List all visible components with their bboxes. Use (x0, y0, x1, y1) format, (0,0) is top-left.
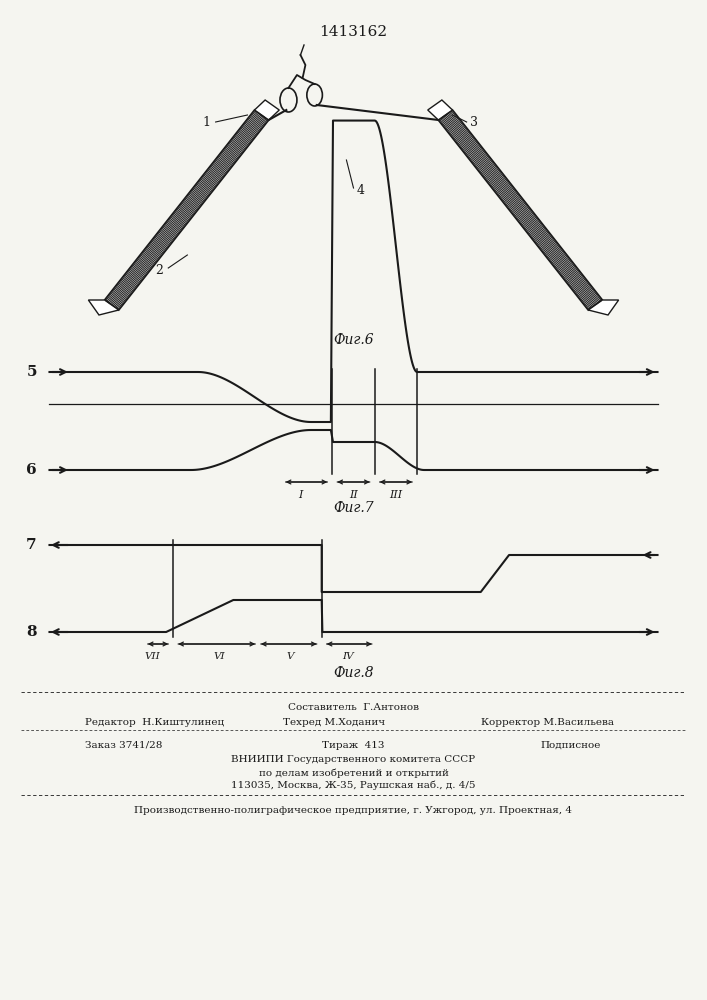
Polygon shape (438, 110, 602, 310)
Text: 7: 7 (26, 538, 37, 552)
Text: Фиг.6: Фиг.6 (333, 333, 374, 347)
Text: 4: 4 (356, 184, 365, 196)
Text: 113035, Москва, Ж-35, Раушская наб., д. 4/5: 113035, Москва, Ж-35, Раушская наб., д. … (231, 781, 476, 790)
Text: Фиг.7: Фиг.7 (333, 501, 374, 515)
Polygon shape (88, 300, 119, 315)
Polygon shape (588, 300, 619, 315)
Text: ВНИИПИ Государственного комитета СССР: ВНИИПИ Государственного комитета СССР (231, 755, 476, 764)
Text: Корректор М.Васильева: Корректор М.Васильева (481, 718, 614, 727)
Text: Фиг.8: Фиг.8 (333, 666, 374, 680)
Text: 1: 1 (202, 115, 211, 128)
Text: Тираж  413: Тираж 413 (322, 741, 385, 750)
Text: II: II (349, 490, 358, 500)
Text: Подписное: Подписное (541, 741, 601, 750)
Polygon shape (105, 110, 269, 310)
Text: Производственно-полиграфическое предприятие, г. Ужгород, ул. Проектная, 4: Производственно-полиграфическое предприя… (134, 806, 573, 815)
Text: Техред М.Ходанич: Техред М.Ходанич (283, 718, 385, 727)
Text: 5: 5 (26, 365, 37, 379)
Text: VI: VI (214, 652, 225, 661)
Text: VII: VII (144, 652, 160, 661)
Text: V: V (286, 652, 293, 661)
Text: 8: 8 (26, 625, 37, 639)
Text: IV: IV (342, 652, 354, 661)
Text: Составитель  Г.Антонов: Составитель Г.Антонов (288, 703, 419, 712)
Text: Заказ 3741/28: Заказ 3741/28 (85, 741, 162, 750)
Text: I: I (298, 490, 303, 500)
Polygon shape (428, 100, 452, 120)
Text: 1413162: 1413162 (320, 25, 387, 39)
Text: по делам изобретений и открытий: по делам изобретений и открытий (259, 768, 448, 778)
Text: 6: 6 (26, 463, 37, 477)
Text: III: III (390, 490, 402, 500)
Text: 2: 2 (155, 263, 163, 276)
Text: Редактор  Н.Киштулинец: Редактор Н.Киштулинец (85, 718, 224, 727)
Polygon shape (255, 100, 279, 120)
Text: 3: 3 (469, 115, 478, 128)
